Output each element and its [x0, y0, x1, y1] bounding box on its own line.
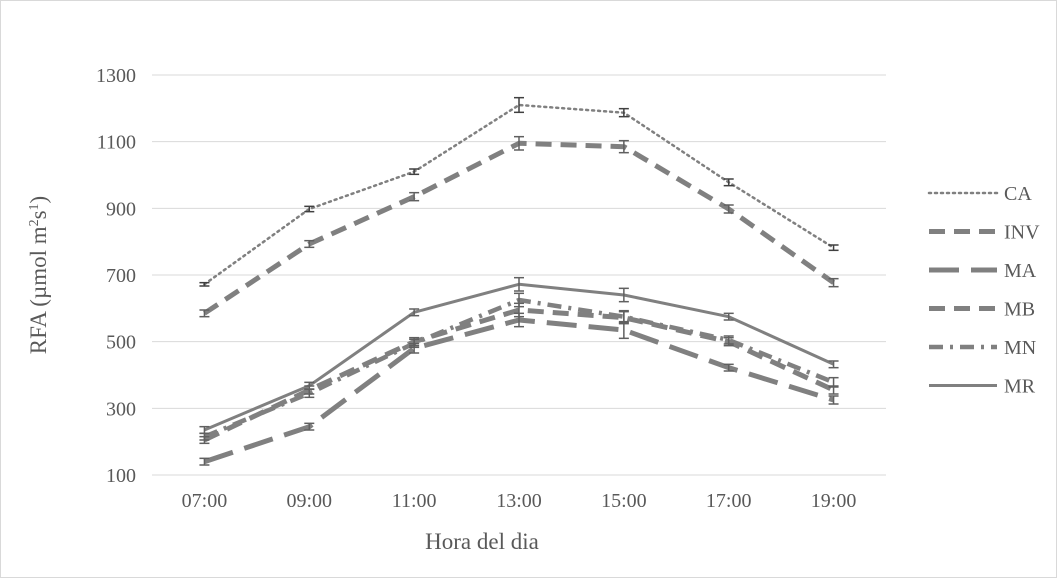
y-axis-title-end: ) — [26, 196, 51, 204]
error-bar-ca — [514, 96, 524, 114]
y-axis-title: RFA (µmol m2s1) — [26, 196, 51, 354]
error-bar-ca — [828, 244, 839, 252]
legend-item-mr: MR — [929, 376, 1036, 398]
error-bar-mn — [409, 338, 420, 349]
y-tick-label: 1300 — [96, 65, 136, 87]
error-bar-mr — [199, 425, 210, 435]
y-tick-labels: 100 300 500 700 900 1100 1300 — [96, 65, 136, 487]
error-bar-ma — [828, 395, 839, 405]
error-bar-mr — [304, 381, 315, 390]
error-bar-inv — [723, 204, 734, 214]
legend-item-inv: INV — [929, 222, 1040, 244]
error-bar-ca — [409, 168, 420, 176]
y-tick-label: 700 — [106, 265, 136, 287]
legend-item-ca: CA — [927, 183, 1032, 205]
error-bar-mr — [828, 360, 839, 369]
error-bar-inv — [409, 191, 420, 202]
x-tick-label: 17:00 — [706, 490, 752, 512]
x-tick-label: 09:00 — [287, 490, 333, 512]
y-tick-label: 300 — [106, 398, 136, 420]
legend-label-ca: CA — [1004, 183, 1032, 205]
error-bar-mn — [723, 335, 734, 345]
error-bar-inv — [828, 277, 839, 288]
legend-label-mb: MB — [1004, 299, 1035, 321]
y-tick-label: 900 — [106, 198, 136, 220]
error-bar-mr — [409, 308, 420, 317]
y-axis-title-main: RFA (µmol m — [26, 226, 51, 354]
error-bar-ca — [304, 205, 315, 213]
legend-item-mb: MB — [929, 299, 1035, 321]
y-tick-label: 500 — [106, 332, 136, 354]
error-bar-inv — [199, 309, 210, 318]
y-axis-title-mid: s — [26, 210, 51, 219]
error-bar-ma — [304, 422, 315, 431]
x-tick-label: 13:00 — [496, 490, 542, 512]
error-bar-layer — [199, 96, 839, 466]
legend-label-mr: MR — [1004, 376, 1036, 398]
error-bar-ca — [199, 281, 210, 287]
x-tick-label: 15:00 — [601, 490, 647, 512]
x-axis-title: Hora del dia — [425, 529, 539, 554]
series-line-ca — [203, 103, 835, 286]
error-bar-ca — [618, 107, 629, 118]
legend-label-inv: INV — [1004, 222, 1040, 244]
error-bar-mr — [514, 276, 524, 292]
error-bar-mn — [514, 292, 524, 308]
error-bar-inv — [304, 239, 315, 249]
error-bar-mr — [618, 287, 629, 303]
x-tick-label: 07:00 — [182, 490, 228, 512]
error-bar-mn — [828, 376, 839, 388]
error-bar-inv — [514, 135, 524, 151]
y-tick-label: 1100 — [97, 132, 136, 154]
x-tick-labels: 07:00 09:00 11:00 13:00 15:00 17:00 19:00 — [182, 490, 857, 512]
y-tick-label: 100 — [106, 465, 136, 487]
error-bar-mr — [723, 312, 734, 321]
error-bar-ca — [723, 178, 734, 187]
x-tick-label: 11:00 — [392, 490, 437, 512]
error-bar-ma — [723, 363, 734, 372]
series-line-mb — [203, 307, 835, 443]
x-tick-label: 19:00 — [811, 490, 857, 512]
error-bar-mn — [618, 309, 629, 324]
legend-label-ma: MA — [1004, 260, 1037, 282]
legend-label-mn: MN — [1004, 337, 1036, 359]
legend-item-mn: MN — [929, 337, 1036, 359]
error-bar-ma — [199, 457, 210, 466]
error-bar-inv — [618, 139, 629, 154]
legend: CA INV MA MB MN MR — [927, 183, 1040, 398]
legend-item-ma: MA — [929, 260, 1037, 282]
y-axis-title-sup2: 1 — [27, 203, 42, 210]
y-axis-title-sup1: 2 — [27, 219, 42, 226]
